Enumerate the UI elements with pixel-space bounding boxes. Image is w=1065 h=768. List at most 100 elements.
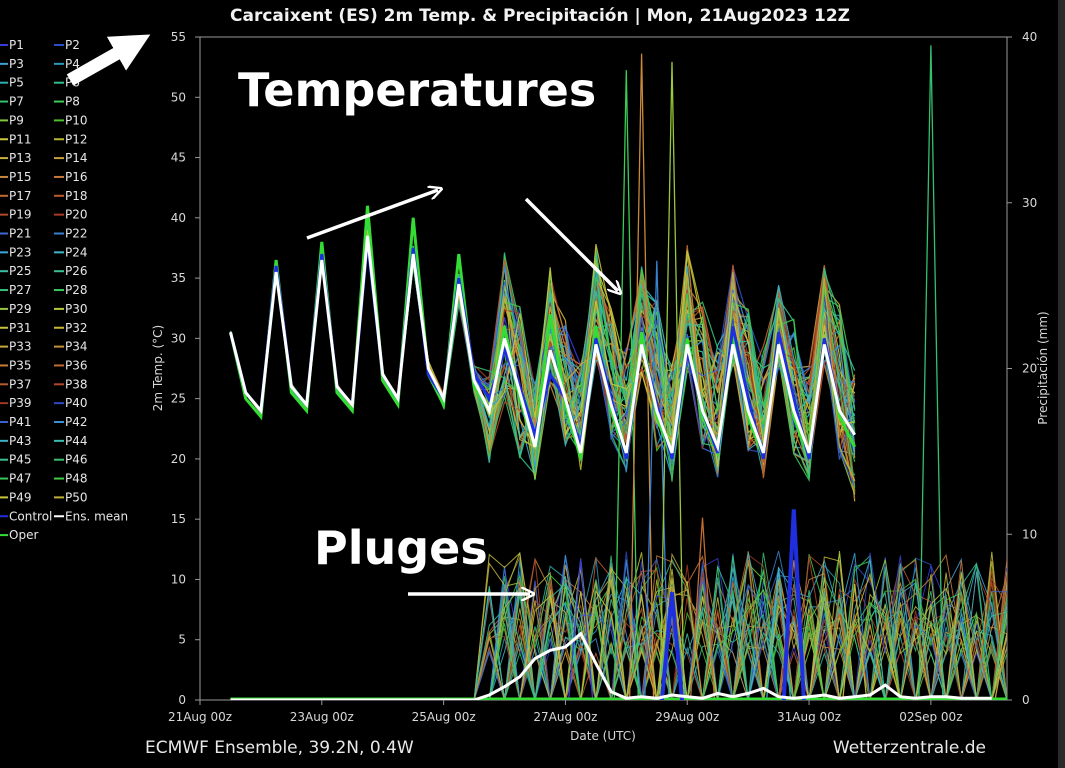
legend-label: P32 [65,321,88,335]
legend-label: P24 [65,245,88,259]
y-tick-label: 0 [178,693,186,707]
member-precip-line [230,557,1007,700]
y-axis-label: 2m Temp. (°C) [151,325,165,412]
y2-axis-label: Precipitación (mm) [1036,311,1050,424]
footer-site: Wetterzentrale.de [833,738,986,758]
control-precip-peak [660,592,684,700]
legend-label: P18 [65,189,88,203]
y-tick-label: 25 [171,392,186,406]
legend-label: P33 [9,340,32,354]
member-precip-line [230,552,1007,700]
y2-tick-label: 30 [1022,196,1037,210]
legend-label: P15 [9,170,32,184]
y-tick-label: 40 [171,211,186,225]
x-tick-label: 02Sep 00z [899,710,962,724]
legend-label: P19 [9,208,32,222]
x-tick-label: 25Aug 00z [412,710,476,724]
footer-source: ECMWF Ensemble, 39.2N, 0.4W [145,738,414,758]
annotation-temperatures: Temperatures [238,63,596,117]
legend-label: Ens. mean [65,509,128,523]
legend-label: P37 [9,377,32,391]
legend-label: P45 [9,453,32,467]
legend: P1P2P3P4P5P6P7P8P9P10P11P12P13P14P15P16P… [0,38,128,542]
arrow-temp-up [306,190,438,240]
member-precip-line [230,566,1007,700]
legend-label: P5 [9,76,24,90]
ensemble-members [229,45,1007,700]
arrow-temp-down [524,197,618,291]
member-precip-line [230,552,1007,700]
legend-label: P7 [9,95,24,109]
chart-title: Carcaixent (ES) 2m Temp. & Precipitación… [230,6,850,26]
member-precip-line [230,551,1007,700]
legend-label: P40 [65,396,88,410]
legend-label: P47 [9,472,32,486]
legend-label: P3 [9,57,24,71]
legend-label: P30 [65,302,88,316]
legend-label: P43 [9,434,32,448]
y-axis-right: 0 10 20 30 40 [1007,30,1037,707]
legend-label: P25 [9,264,32,278]
control-precip-peak [781,509,806,700]
legend-label: P13 [9,151,32,165]
annotation-rain: Pluges [314,521,488,575]
legend-label: P42 [65,415,88,429]
legend-label: P29 [9,302,32,316]
y2-tick-label: 20 [1022,362,1037,376]
legend-label: P10 [65,113,88,127]
y2-tick-label: 10 [1022,527,1037,541]
legend-label: P21 [9,227,32,241]
precip-spike [613,70,639,700]
x-tick-label: 31Aug 00z [777,710,841,724]
legend-label: P31 [9,321,32,335]
precip-spike [628,53,655,700]
y-tick-label: 10 [171,572,186,586]
legend-label: P36 [65,358,88,372]
y-tick-label: 55 [171,30,186,44]
member-precip-line [230,562,1007,700]
arrow-title [66,34,151,86]
legend-label: P48 [65,472,88,486]
legend-label: P44 [65,434,88,448]
member-precip-line [230,552,1007,700]
legend-label: P9 [9,113,24,127]
legend-label: P2 [65,38,80,52]
legend-label: P34 [65,340,88,354]
window-edge [1058,0,1065,768]
precip-spike [994,633,1007,700]
legend-label: Oper [9,528,38,542]
x-tick-label: 29Aug 00z [655,710,719,724]
legend-label: P22 [65,227,88,241]
y-tick-label: 45 [171,151,186,165]
x-tick-label: 27Aug 00z [533,710,597,724]
member-precip-line [230,568,1007,700]
precip-spike [568,559,594,700]
legend-label: P1 [9,38,24,52]
legend-label: P17 [9,189,32,203]
legend-label: P20 [65,208,88,222]
x-axis-label: Date (UTC) [570,729,636,743]
y-tick-label: 35 [171,271,186,285]
legend-label: P39 [9,396,32,410]
legend-label: P27 [9,283,32,297]
mean-temp-line [229,235,856,454]
legend-label: P35 [9,358,32,372]
precip-spike [689,517,716,700]
legend-label: Control [9,509,52,523]
y-tick-label: 15 [171,512,186,526]
legend-label: P41 [9,415,32,429]
legend-label: P16 [65,170,88,184]
y-axis-left: 0 5 10 15 20 25 30 35 40 45 50 55 [171,30,200,707]
legend-label: P38 [65,377,88,391]
legend-label: P50 [65,490,88,504]
legend-label: P26 [65,264,88,278]
x-tick-label: 23Aug 00z [290,710,354,724]
x-tick-label: 21Aug 00z [168,710,232,724]
y-tick-label: 20 [171,452,186,466]
y2-tick-label: 40 [1022,30,1037,44]
member-precip-line [230,571,1007,700]
legend-label: P14 [65,151,88,165]
legend-label: P28 [65,283,88,297]
